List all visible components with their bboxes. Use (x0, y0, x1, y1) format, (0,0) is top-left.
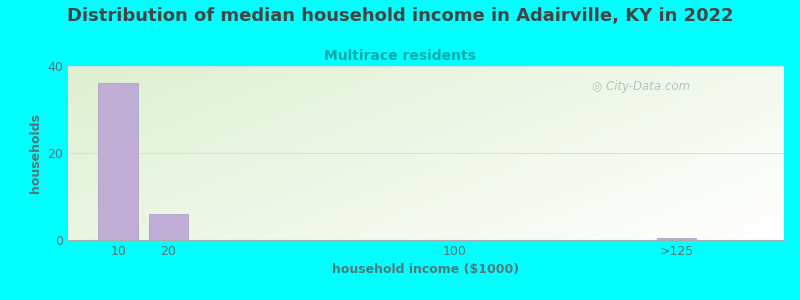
Text: Distribution of median household income in Adairville, KY in 2022: Distribution of median household income … (66, 8, 734, 26)
Bar (98, 83, 138, 240)
Bar (149, 214, 188, 240)
X-axis label: household income ($1000): household income ($1000) (333, 263, 519, 276)
Y-axis label: households: households (29, 113, 42, 193)
Text: Multirace residents: Multirace residents (324, 50, 476, 64)
Bar (657, 238, 696, 240)
Text: ◎ City-Data.com: ◎ City-Data.com (592, 80, 690, 93)
